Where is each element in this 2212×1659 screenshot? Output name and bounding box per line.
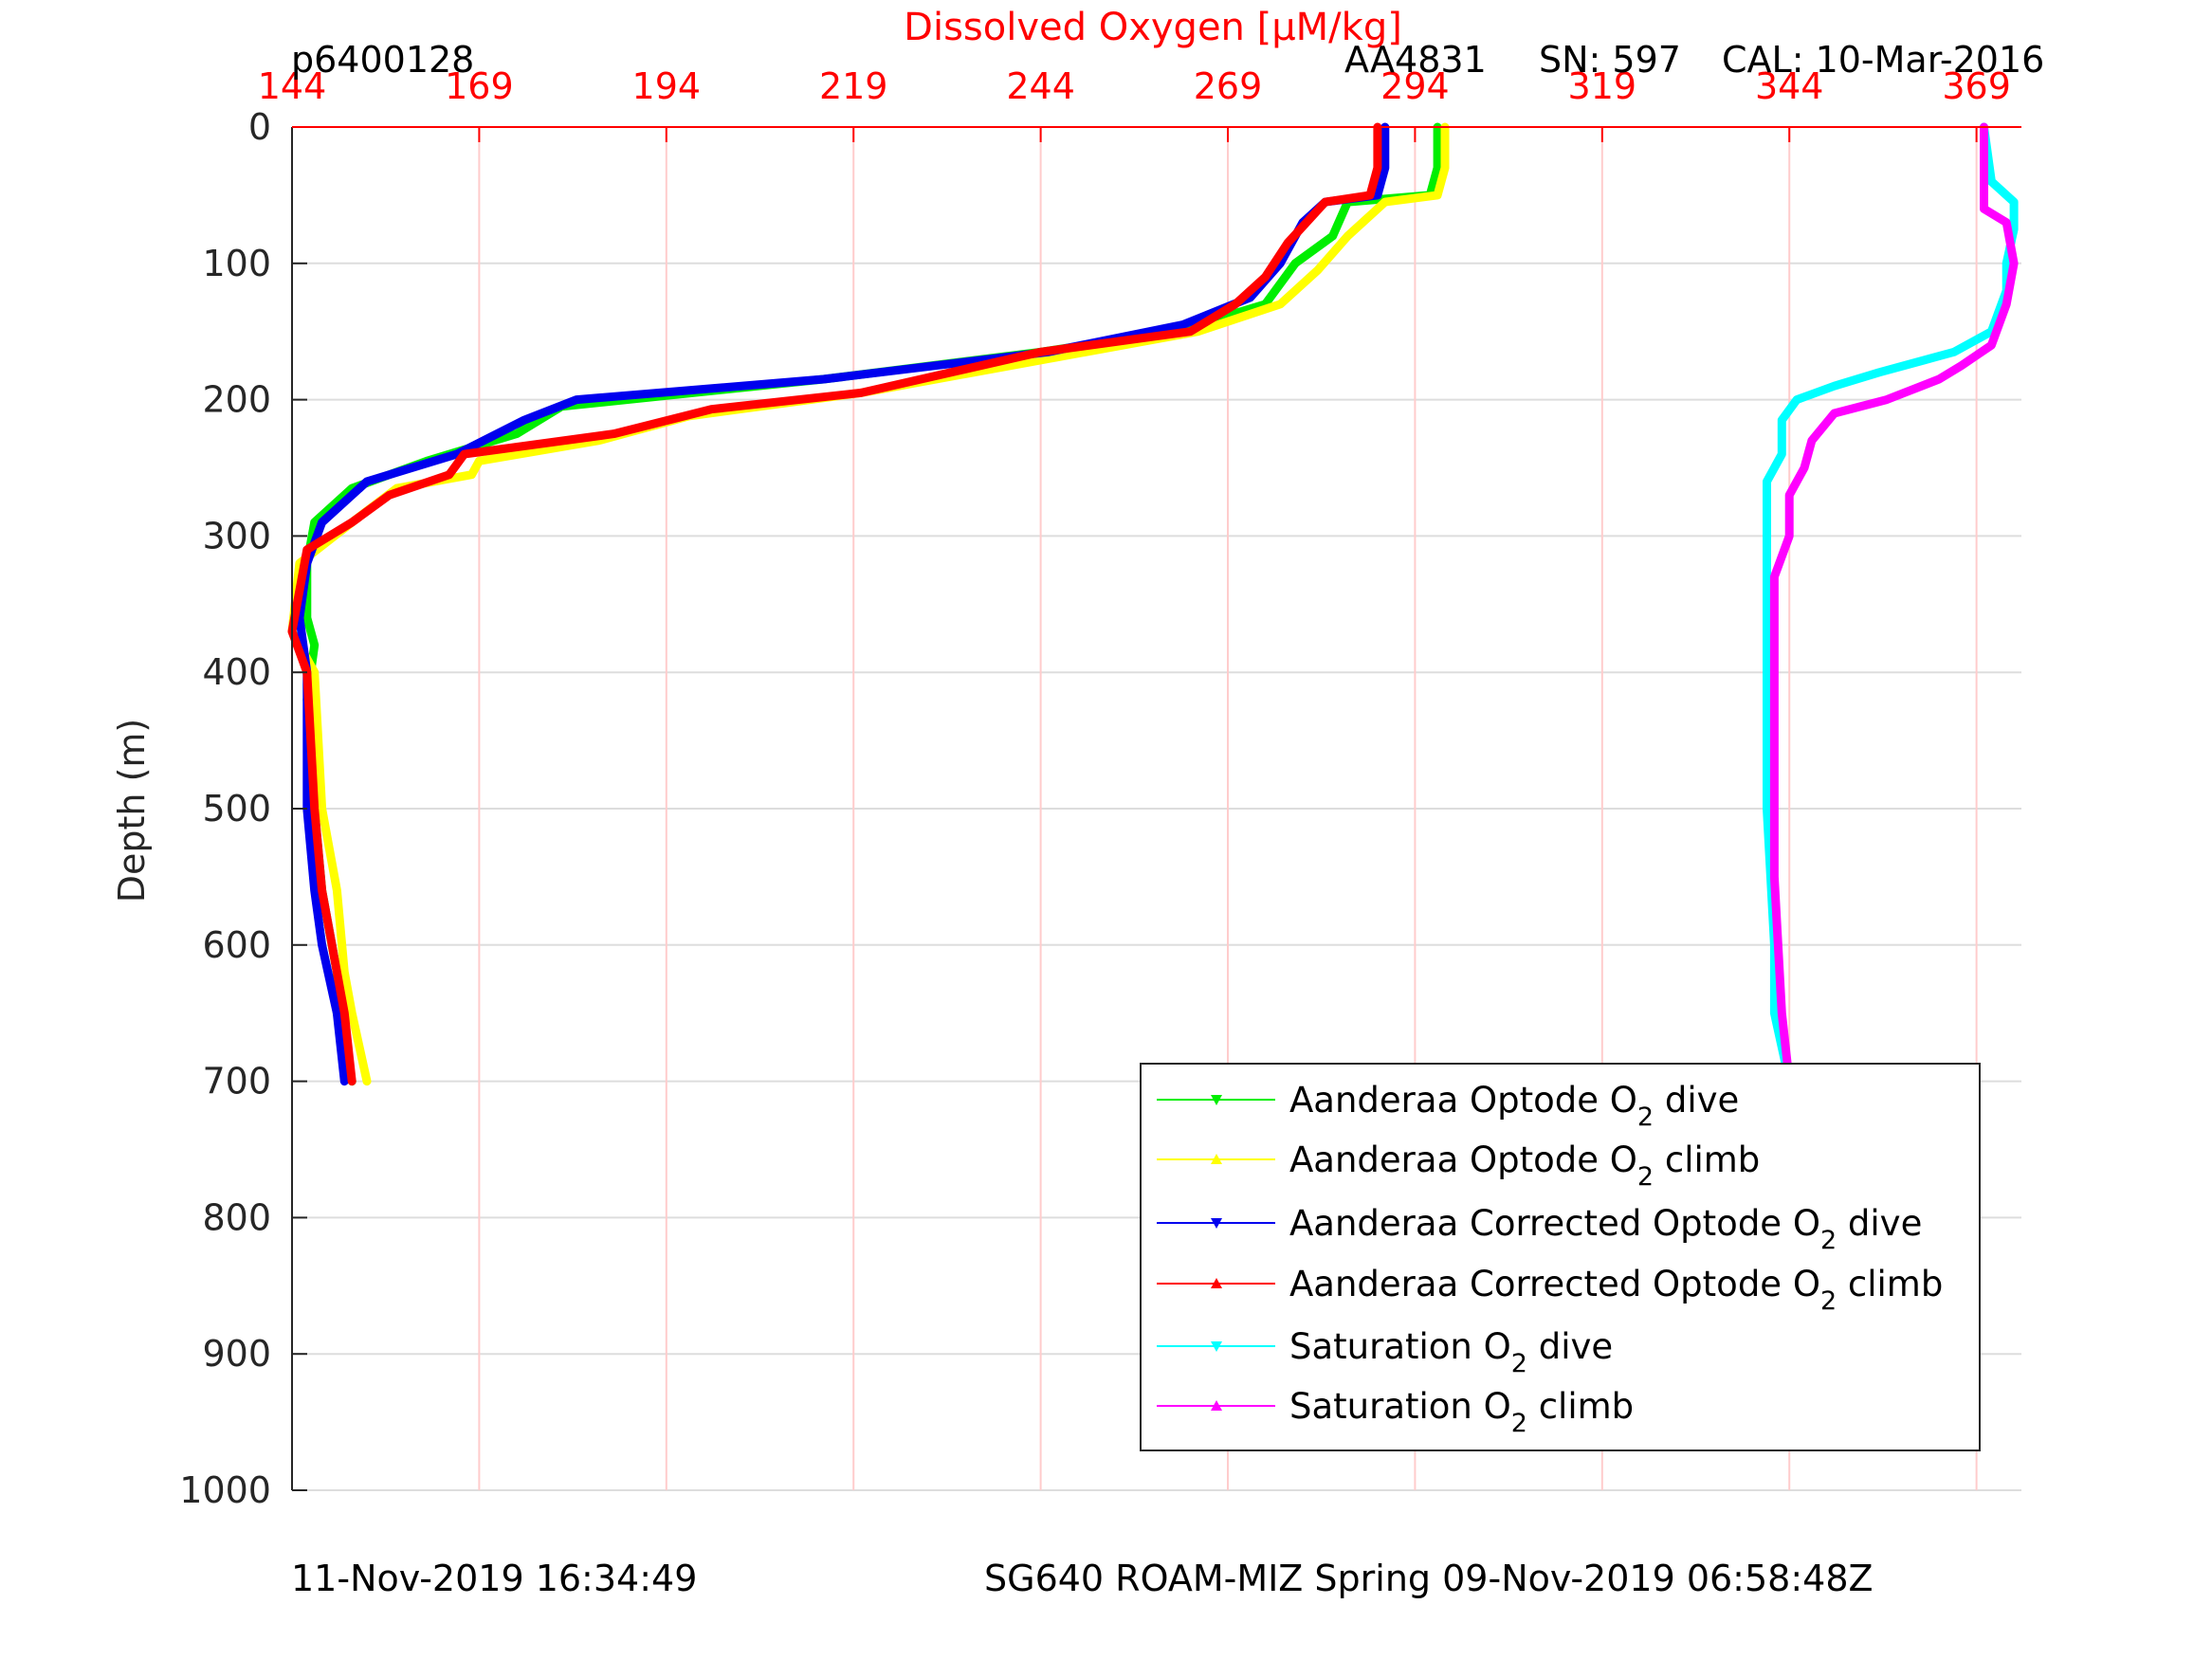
y-tick-label: 200	[202, 379, 271, 421]
legend-entry: Aanderaa Corrected Optode O2 climb	[1289, 1264, 1943, 1316]
y-tick-label: 800	[202, 1196, 271, 1238]
x-tick-label: 244	[1006, 65, 1075, 107]
legend: Aanderaa Optode O2 dive Aanderaa Optode O…	[1140, 1063, 1981, 1451]
series-line	[1769, 122, 2019, 1086]
x-tick-label: 269	[1194, 65, 1263, 107]
series-lines	[287, 122, 2019, 1086]
x-tick-label: 169	[445, 65, 514, 107]
serial-number: SN: 597	[1539, 39, 1681, 81]
legend-entry: Aanderaa Optode O2 climb	[1289, 1139, 1760, 1192]
legend-marker	[1211, 1278, 1222, 1288]
legend-entry: Aanderaa Corrected Optode O2 dive	[1289, 1203, 1922, 1255]
x-axis-title: Dissolved Oxygen [μM/kg]	[904, 6, 1402, 49]
x-tick-label: 369	[1942, 65, 2011, 107]
series-line	[295, 122, 1390, 1086]
legend-entry: Saturation O2 dive	[1289, 1326, 1613, 1378]
profile-id: p6400128	[291, 39, 474, 81]
y-tick-label: 600	[202, 924, 271, 966]
y-tick-label: 0	[248, 106, 271, 148]
y-tick-label: 900	[202, 1333, 271, 1375]
legend-marker	[1211, 1400, 1222, 1411]
calibration-date: CAL: 10-Mar-2016	[1722, 39, 2044, 81]
footer-mission: SG640 ROAM-MIZ Spring 09-Nov-2019 06:58:…	[984, 1558, 1874, 1599]
x-tick-label: 344	[1755, 65, 1824, 107]
x-tick-label: 319	[1568, 65, 1637, 107]
x-tick-label: 219	[819, 65, 888, 107]
y-axis-title: Depth (m)	[111, 719, 153, 903]
y-tick-label: 500	[202, 788, 271, 830]
legend-box	[1140, 1063, 1981, 1451]
series-line	[287, 122, 1382, 1086]
y-tick-label: 100	[202, 243, 271, 284]
sensor-id: AA4831	[1344, 39, 1487, 81]
legend-marker	[1211, 1154, 1222, 1164]
x-tick-label: 194	[632, 65, 702, 107]
legend-marker	[1211, 1341, 1222, 1352]
series-line	[287, 122, 1450, 1086]
x-tick-label: 294	[1380, 65, 1450, 107]
y-tick-label: 300	[202, 515, 271, 556]
y-tick-label: 400	[202, 651, 271, 693]
legend-marker	[1211, 1218, 1222, 1229]
legend-entry: Aanderaa Optode O2 dive	[1289, 1080, 1739, 1132]
y-tick-label: 700	[202, 1061, 271, 1103]
legend-entry: Saturation O2 climb	[1289, 1386, 1634, 1438]
x-tick-label: 144	[258, 65, 327, 107]
footer-timestamp: 11-Nov-2019 16:34:49	[291, 1558, 697, 1599]
axes	[291, 126, 2021, 1491]
y-tick-label: 1000	[179, 1469, 271, 1511]
tick-labels: 0 100 200 300 400 500 600 700 800 900 1000 144 169 19…	[179, 65, 2011, 1511]
legend-marker	[1211, 1095, 1222, 1105]
grid-lines	[292, 127, 2021, 1491]
